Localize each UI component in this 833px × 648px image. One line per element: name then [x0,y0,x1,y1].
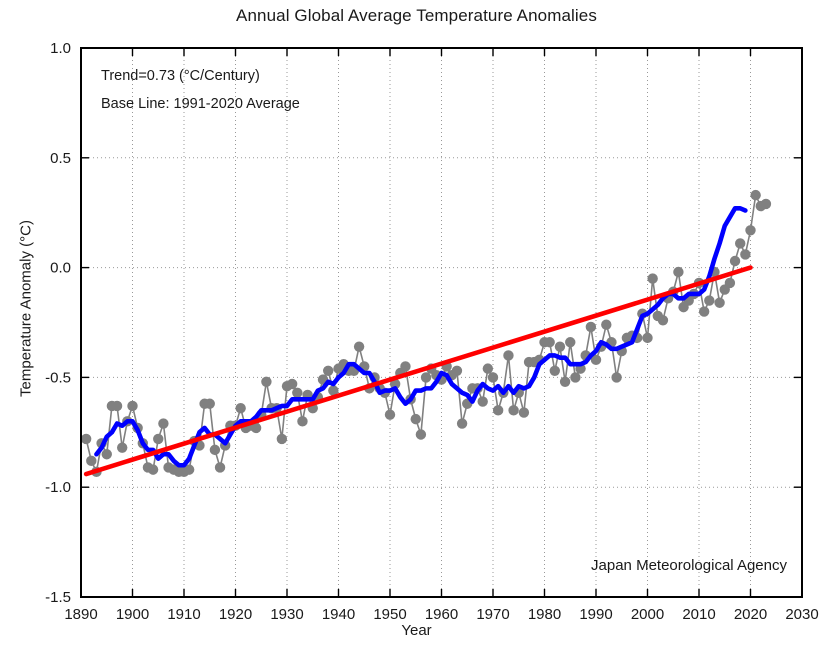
annual-data-point [292,387,303,398]
axis-tick-labels: 1890 1900 1910 1920 1930 1940 1950 1960 1970 1980… [45,40,819,623]
annual-data-point [740,249,751,260]
annual-data-point [611,372,622,383]
grid-lines [81,48,802,597]
annual-data-point [410,413,421,425]
x-tick-label: 1940 [322,606,355,623]
annual-data-point [642,332,653,344]
annual-data-point [204,398,215,409]
annual-data-point [544,337,555,348]
annual-data-point [415,429,427,440]
annual-data-point [704,295,715,306]
annual-data-point [590,354,602,366]
annual-data-point [297,416,308,427]
annual-data-point [549,365,560,377]
annotation-baseline: Base Line: 1991-2020 Average [101,96,300,112]
annual-data-point [214,462,226,473]
annual-data-point [673,266,684,278]
annual-data-point [323,365,334,377]
series-linear-trend [83,265,753,477]
annual-data-point [261,376,272,387]
annual-data-point [158,418,169,429]
y-tick-label: 0.5 [50,150,71,167]
plot-frame [80,47,803,598]
annual-data-point [518,407,530,418]
annual-data-point [400,361,411,372]
annual-data-point [153,433,164,445]
annual-data-point [585,321,597,333]
annual-data-point [559,376,571,387]
x-tick-label: 2020 [734,606,767,623]
annual-data-point [601,319,612,330]
x-tick-label: 1920 [219,606,252,623]
annotation-trend: Trend=0.73 (°C/Century) [101,68,260,84]
annual-data-point [554,341,566,352]
series-smoothed-mean [94,206,748,468]
annual-data-point [127,400,138,412]
y-tick-label: 1.0 [50,40,71,57]
annual-data-point [482,363,494,374]
y-tick-label: -1.5 [45,589,71,606]
x-tick-label: 1890 [64,606,97,623]
x-tick-label: 1990 [579,606,612,623]
x-tick-label: 2030 [785,606,818,623]
y-tick-label: -0.5 [45,369,71,386]
x-tick-label: 1910 [167,606,200,623]
agency-credit: Japan Meteorological Agency [591,557,787,574]
annual-connector-line [85,192,767,475]
annual-data-point [250,422,262,434]
x-tick-label: 1950 [373,606,406,623]
y-tick-label: 0.0 [50,260,71,277]
annual-data-point [117,442,128,453]
x-tick-label: 1960 [425,606,458,623]
annual-data-point [508,405,519,416]
annual-data-point [456,418,468,429]
smoothed-mean-line [94,206,748,468]
annual-data-point [760,198,772,210]
annual-data-point [477,396,488,407]
annual-data-point [420,372,432,383]
x-axis-title: Year [401,622,432,639]
annual-data-point [724,277,736,289]
x-tick-label: 1900 [116,606,149,623]
annual-data-point [647,273,658,284]
annual-data-point [111,400,123,412]
annual-data-point [492,405,504,416]
annual-data-point [183,464,195,475]
annual-data-point [570,372,581,383]
x-tick-label: 1930 [270,606,303,623]
chart-title: Annual Global Average Temperature Anomal… [236,6,597,25]
x-tick-label: 2010 [682,606,715,623]
annual-data-point [745,225,756,236]
annual-data-point [729,255,741,267]
annual-data-point [276,433,288,445]
axis-ticks [80,47,803,598]
annual-data-point [451,365,463,377]
annual-data-point [735,238,746,249]
linear-trend-line [83,265,753,477]
annual-data-point [147,464,159,475]
annual-data-point [86,455,97,467]
annual-data-point [328,385,339,396]
annual-data-point [235,402,246,414]
annual-data-point [714,297,725,308]
annual-data-point [389,378,401,390]
annual-data-point [80,433,92,445]
annual-data-point [487,372,499,383]
annual-data-point [657,315,669,326]
annual-data-point [384,409,396,420]
x-tick-label: 1980 [528,606,561,623]
annual-data-point [101,449,112,460]
x-tick-label: 2000 [631,606,664,623]
annual-data-point [565,337,576,348]
annual-data-point [503,350,514,361]
annual-data-point [209,444,221,456]
annual-data-point [750,189,761,201]
annual-data-point [286,378,298,390]
y-tick-label: -1.0 [45,479,71,496]
annual-data-point [698,306,710,317]
x-tick-label: 1970 [476,606,509,623]
annual-data-point [353,341,365,352]
